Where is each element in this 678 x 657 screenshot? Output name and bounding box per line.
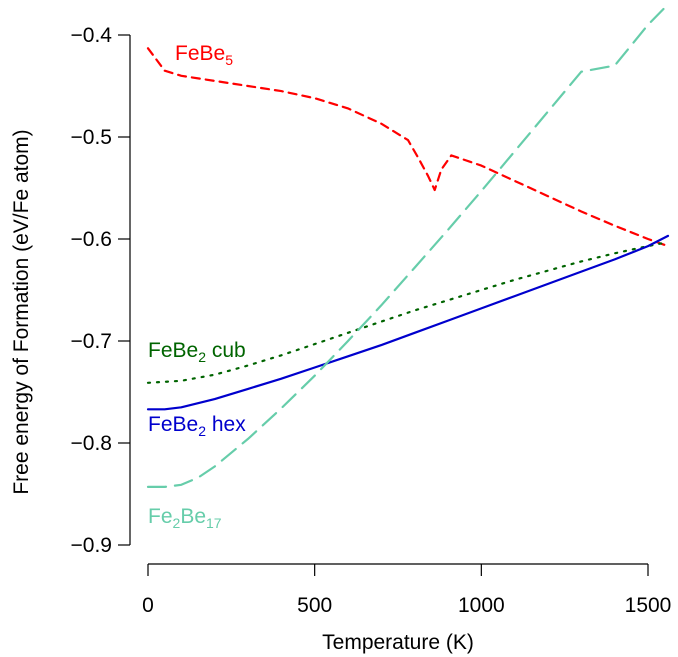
y-axis-title: Free energy of Formation (eV/Fe atom) <box>10 129 33 494</box>
series-layer <box>146 3 670 488</box>
y-tick-label: −0.6 <box>71 228 112 251</box>
series-label-febe2-cub: FeBe2 cub <box>148 339 246 365</box>
x-tick-label: 0 <box>142 594 154 617</box>
y-tick-label: −0.4 <box>71 24 113 47</box>
series-label-febe2-hex: FeBe2 hex <box>148 413 246 439</box>
series-line-febe2-cub <box>146 241 670 384</box>
x-tick-label: 1500 <box>625 594 672 617</box>
y-axis: −0.4 −0.5 −0.6 −0.7 −0.8 −0.9 <box>71 24 131 557</box>
x-tick-label: 1000 <box>458 594 505 617</box>
series-label-febe5: FeBe5 <box>175 42 233 68</box>
y-tick-label: −0.8 <box>71 432 112 455</box>
y-tick-label: −0.5 <box>71 126 112 149</box>
series-label-fe2be17: Fe2Be17 <box>148 505 222 531</box>
y-tick-label: −0.9 <box>71 534 112 557</box>
series-line-fe2be17 <box>146 3 670 488</box>
series-labels: FeBe5 FeBe2 cub FeBe2 hex Fe2Be17 <box>148 42 246 531</box>
series-line-febe2-hex <box>146 234 670 411</box>
x-tick-label: 500 <box>297 594 332 617</box>
y-tick-label: −0.7 <box>71 330 112 353</box>
x-axis-title: Temperature (K) <box>322 631 474 654</box>
x-axis: 0 500 1000 1500 <box>142 563 672 617</box>
series-line-febe5 <box>146 47 670 248</box>
